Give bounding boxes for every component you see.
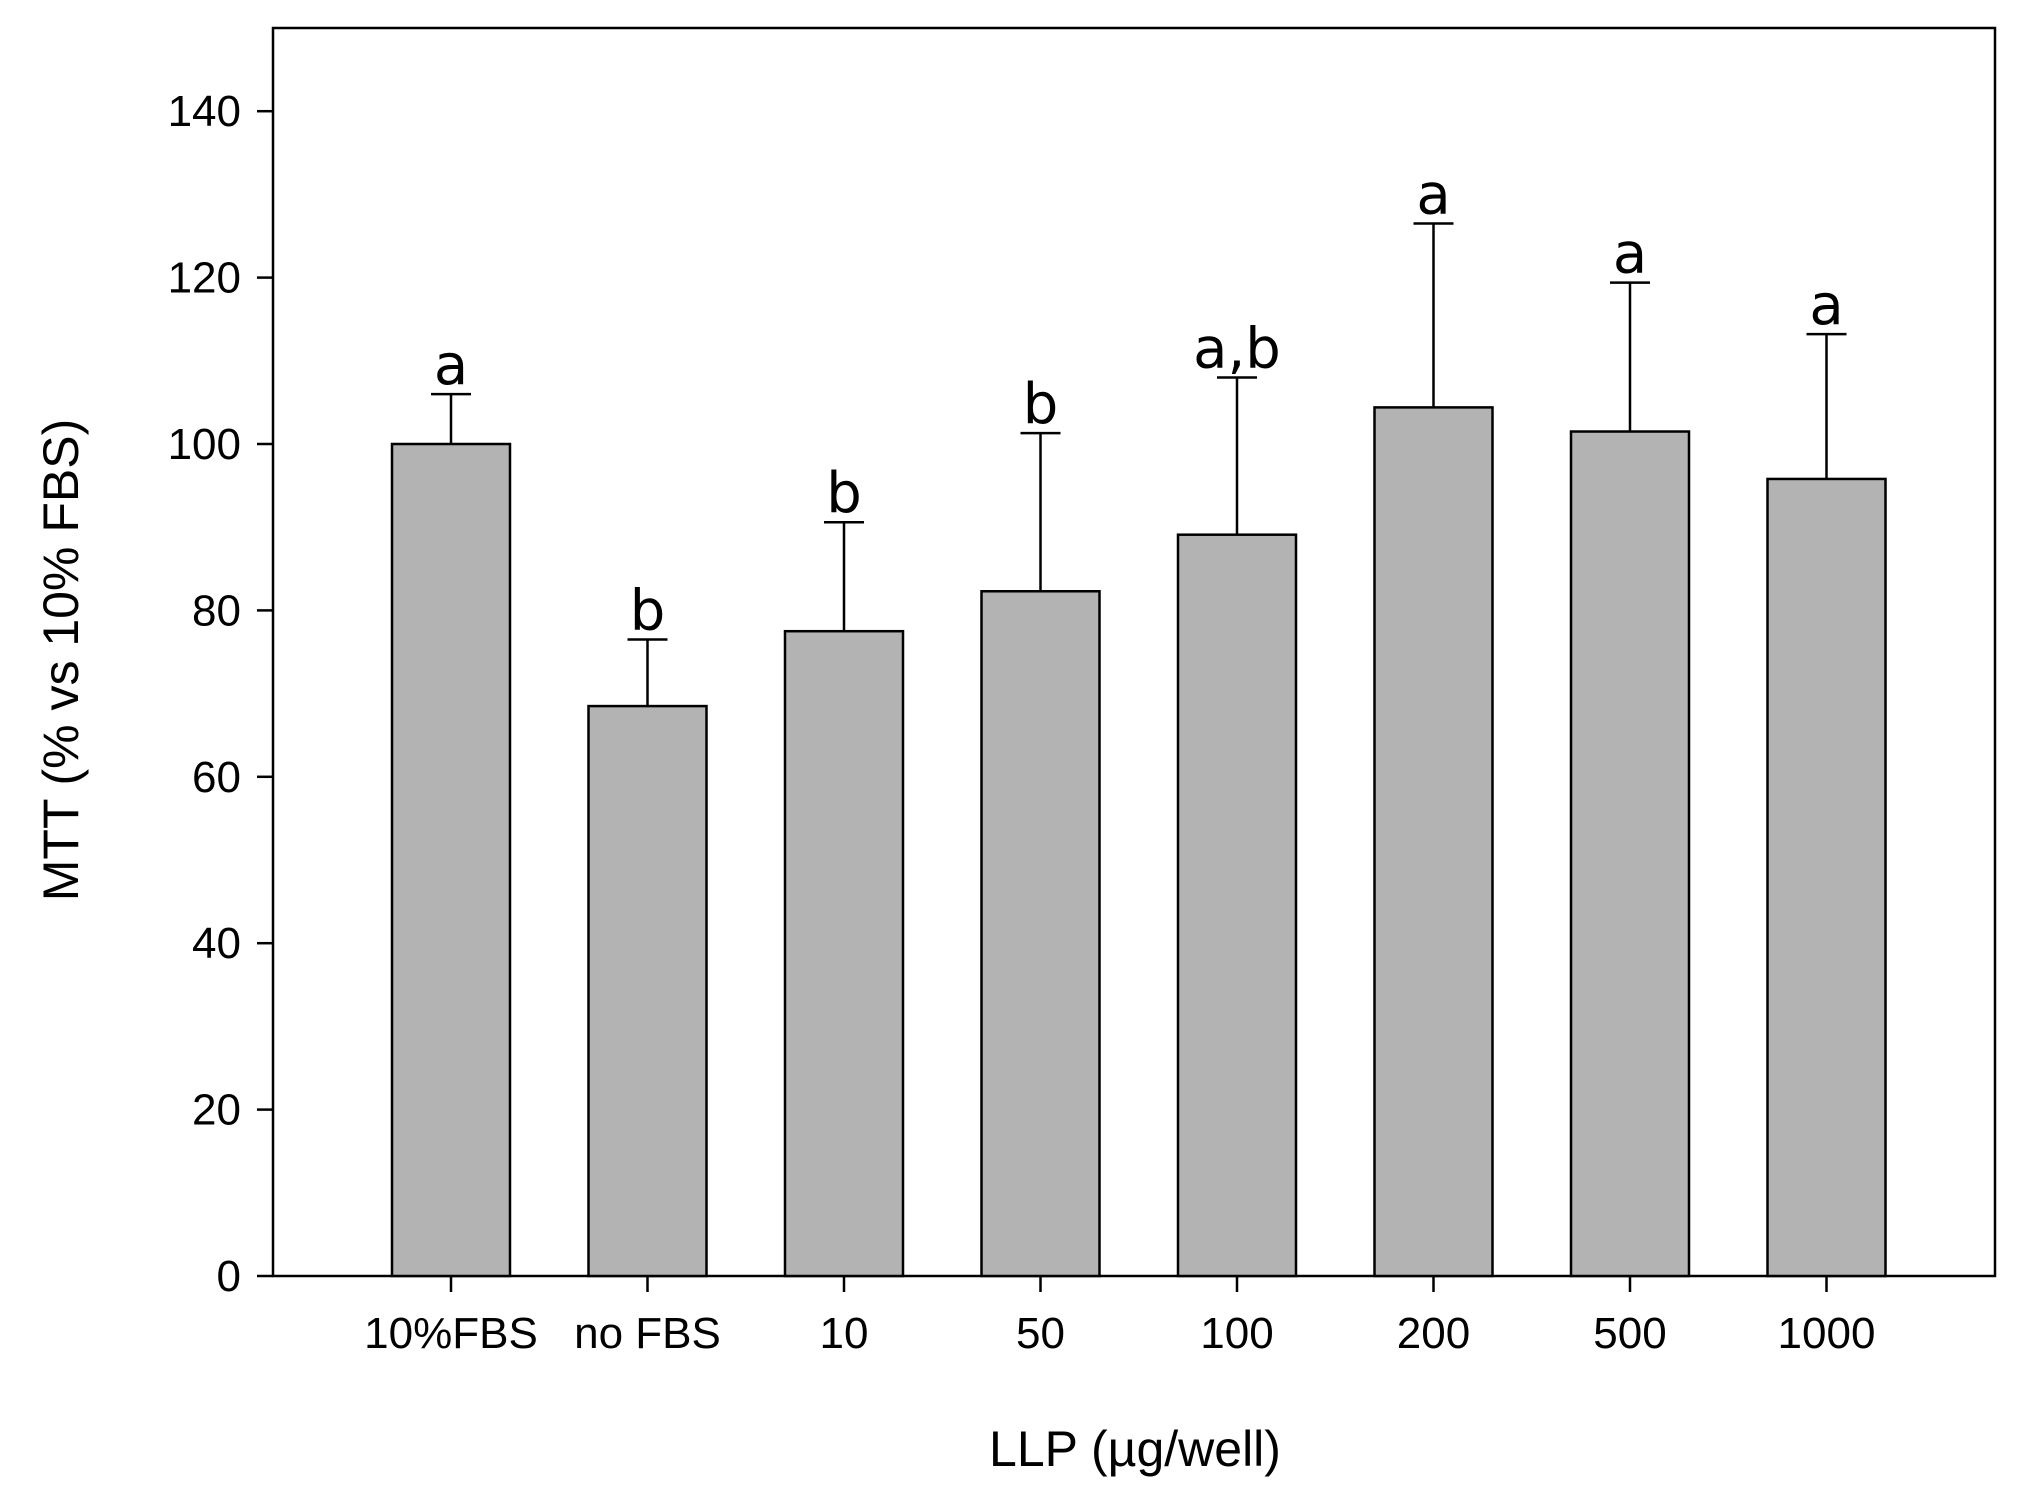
x-axis-title: LLP (µg/well) [989,1421,1281,1477]
significance-label: a [1416,163,1450,228]
bar [1176,533,1298,1278]
y-axis-title: MTT (% vs 10% FBS) [33,419,89,901]
y-axis-title-group: MTT (% vs 10% FBS) [33,419,89,901]
significance-label: b [630,579,666,644]
x-tick-label: no FBS [574,1309,721,1358]
x-tick-label: 100 [1200,1309,1273,1358]
significance-label: a,b [1193,316,1281,381]
bar [1373,406,1494,1278]
y-tick-label: 40 [192,919,241,968]
x-tick-label: 50 [1016,1309,1065,1358]
x-tick-label: 200 [1397,1309,1470,1358]
y-tick-label: 60 [192,753,241,802]
plot-frame [271,26,1997,1278]
y-tick-label: 80 [192,586,241,635]
bar [1766,477,1887,1278]
y-tick-label: 0 [217,1252,241,1301]
bar [980,590,1101,1278]
x-tick-label: 1000 [1778,1309,1876,1358]
significance-label: b [1023,372,1059,437]
bar [783,629,905,1278]
y-tick-label: 120 [168,254,241,303]
bar [390,442,512,1278]
x-tick-label: 10%FBS [364,1309,538,1358]
significance-label: b [826,461,862,526]
y-tick-label: 140 [168,87,241,136]
bar [587,704,708,1278]
significance-label: a [1613,222,1647,287]
x-tick-label: 500 [1593,1309,1666,1358]
significance-label: a [1809,273,1843,338]
y-tick-label: 100 [168,420,241,469]
significance-label: a [434,333,468,398]
y-tick-label: 20 [192,1086,241,1135]
x-tick-label: 10 [820,1309,869,1358]
bar [1569,430,1691,1278]
